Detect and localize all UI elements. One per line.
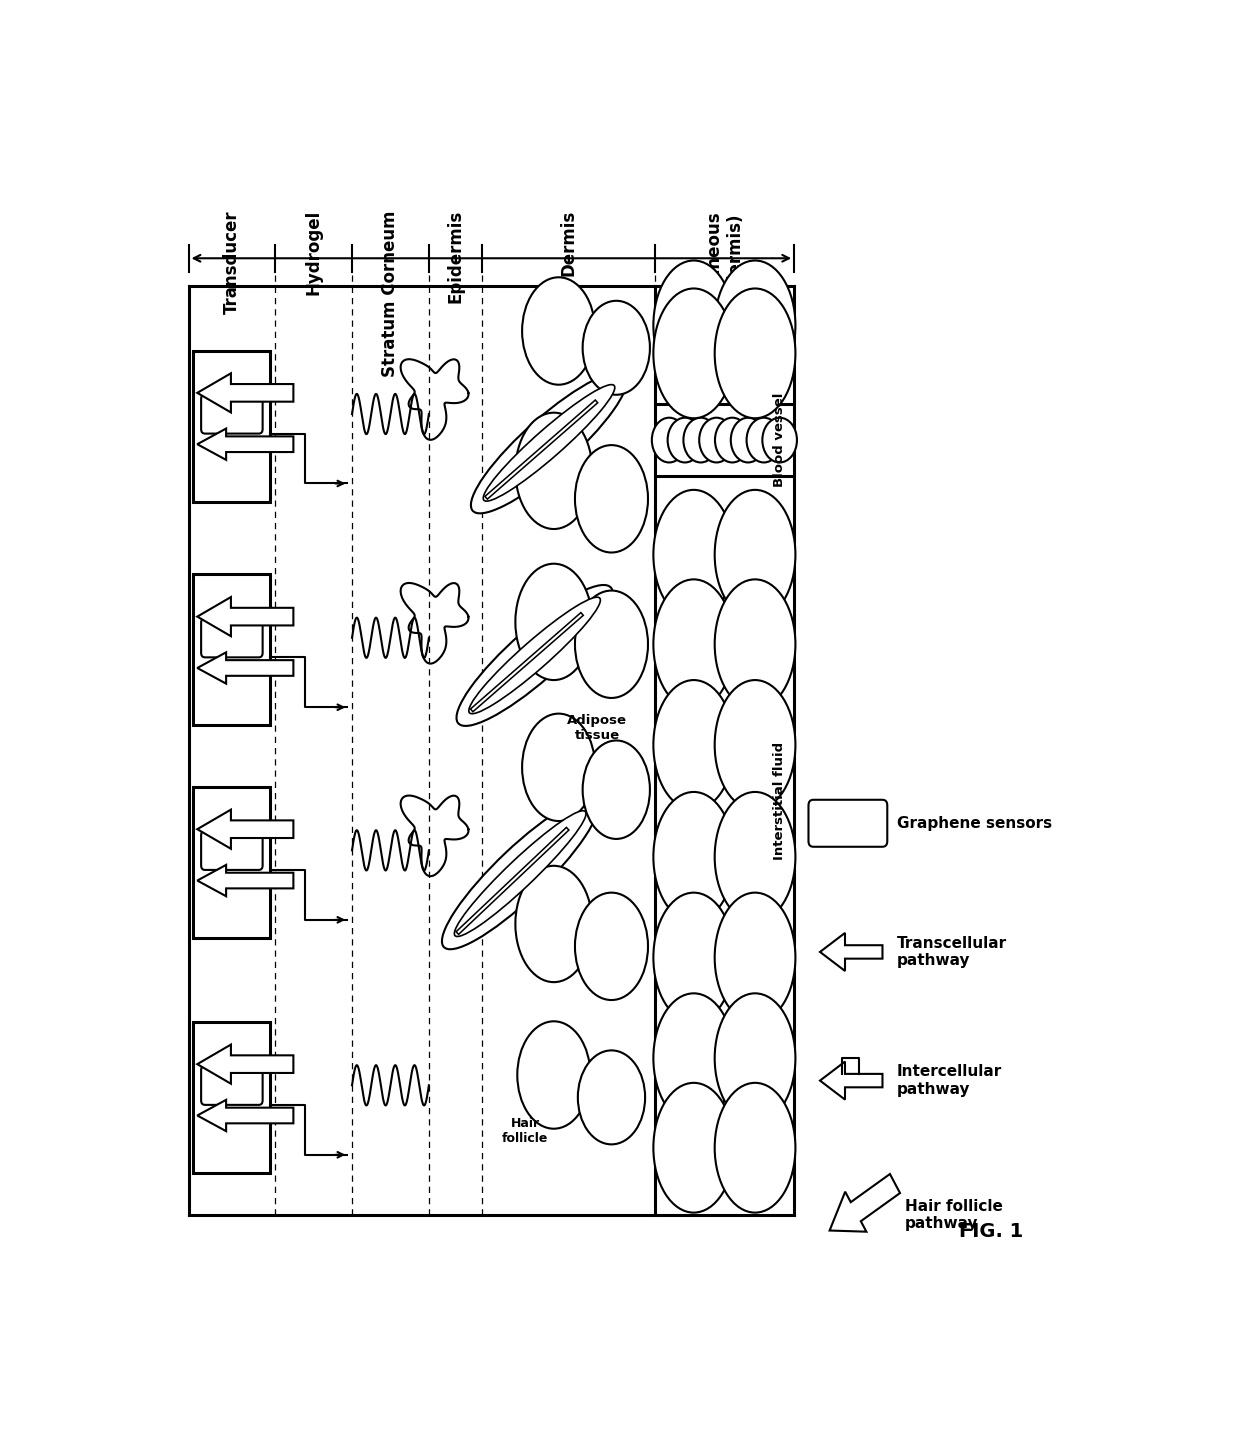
Ellipse shape: [441, 798, 599, 949]
Text: Hydrogel: Hydrogel: [305, 211, 322, 295]
Ellipse shape: [516, 866, 593, 982]
Text: Blood vessel: Blood vessel: [774, 392, 786, 487]
Ellipse shape: [714, 994, 795, 1123]
Ellipse shape: [516, 564, 593, 680]
Text: Graphene sensors: Graphene sensors: [897, 815, 1052, 831]
Ellipse shape: [575, 445, 649, 552]
FancyArrow shape: [197, 1100, 294, 1132]
FancyArrow shape: [197, 373, 294, 413]
Ellipse shape: [653, 994, 734, 1123]
Ellipse shape: [730, 417, 765, 462]
Ellipse shape: [714, 680, 795, 809]
Ellipse shape: [714, 289, 795, 418]
Ellipse shape: [714, 892, 795, 1023]
Text: Hair
follicle: Hair follicle: [502, 1117, 548, 1145]
Ellipse shape: [653, 289, 734, 418]
Ellipse shape: [714, 490, 795, 619]
Text: Transcellular
pathway: Transcellular pathway: [897, 936, 1007, 968]
Text: Intercellular
pathway: Intercellular pathway: [897, 1065, 1002, 1097]
Ellipse shape: [575, 590, 649, 697]
FancyArrow shape: [197, 865, 294, 897]
Bar: [193, 788, 270, 939]
Bar: [193, 574, 270, 725]
Ellipse shape: [653, 892, 734, 1023]
Text: Epidermis: Epidermis: [446, 211, 464, 304]
Ellipse shape: [699, 417, 734, 462]
FancyBboxPatch shape: [808, 799, 888, 847]
Ellipse shape: [456, 586, 613, 726]
Ellipse shape: [683, 417, 718, 462]
FancyArrow shape: [830, 1174, 900, 1232]
Ellipse shape: [653, 680, 734, 809]
Text: Hair follicle
pathway: Hair follicle pathway: [905, 1199, 1002, 1231]
Ellipse shape: [714, 580, 795, 709]
Ellipse shape: [653, 1082, 734, 1213]
Text: Subcutaneous
(Hypodermis): Subcutaneous (Hypodermis): [706, 211, 744, 343]
Ellipse shape: [516, 413, 593, 529]
Ellipse shape: [653, 792, 734, 921]
Bar: [193, 1021, 270, 1173]
FancyArrow shape: [197, 429, 294, 461]
FancyBboxPatch shape: [201, 394, 263, 433]
Ellipse shape: [471, 372, 627, 513]
Text: Transducer: Transducer: [223, 211, 241, 314]
Text: Dermis: Dermis: [559, 211, 578, 276]
Text: Stratum Corneum: Stratum Corneum: [382, 211, 399, 376]
Ellipse shape: [667, 417, 702, 462]
Ellipse shape: [469, 597, 600, 713]
FancyArrow shape: [197, 1045, 294, 1084]
Ellipse shape: [714, 1082, 795, 1213]
Ellipse shape: [583, 301, 650, 395]
Ellipse shape: [575, 892, 649, 1000]
Ellipse shape: [653, 260, 734, 391]
Ellipse shape: [653, 580, 734, 709]
Text: Interstitial fluid: Interstitial fluid: [774, 742, 786, 860]
Ellipse shape: [763, 417, 797, 462]
Ellipse shape: [454, 811, 587, 937]
FancyArrow shape: [197, 652, 294, 684]
FancyArrow shape: [820, 1062, 883, 1100]
FancyBboxPatch shape: [201, 1065, 263, 1104]
Text: FIG. 1: FIG. 1: [959, 1222, 1023, 1241]
FancyBboxPatch shape: [201, 831, 263, 870]
Ellipse shape: [583, 741, 650, 838]
Ellipse shape: [522, 278, 595, 385]
Ellipse shape: [578, 1051, 645, 1145]
Ellipse shape: [653, 490, 734, 619]
Ellipse shape: [522, 713, 595, 821]
Text: Adipose
tissue: Adipose tissue: [567, 715, 627, 742]
Ellipse shape: [714, 792, 795, 921]
FancyArrow shape: [197, 597, 294, 636]
Ellipse shape: [746, 417, 781, 462]
FancyArrow shape: [197, 809, 294, 849]
Ellipse shape: [715, 417, 750, 462]
FancyBboxPatch shape: [201, 618, 263, 657]
Ellipse shape: [517, 1021, 590, 1129]
FancyArrow shape: [820, 933, 883, 971]
Bar: [193, 350, 270, 501]
Ellipse shape: [652, 417, 687, 462]
Ellipse shape: [714, 260, 795, 391]
Ellipse shape: [484, 385, 615, 501]
